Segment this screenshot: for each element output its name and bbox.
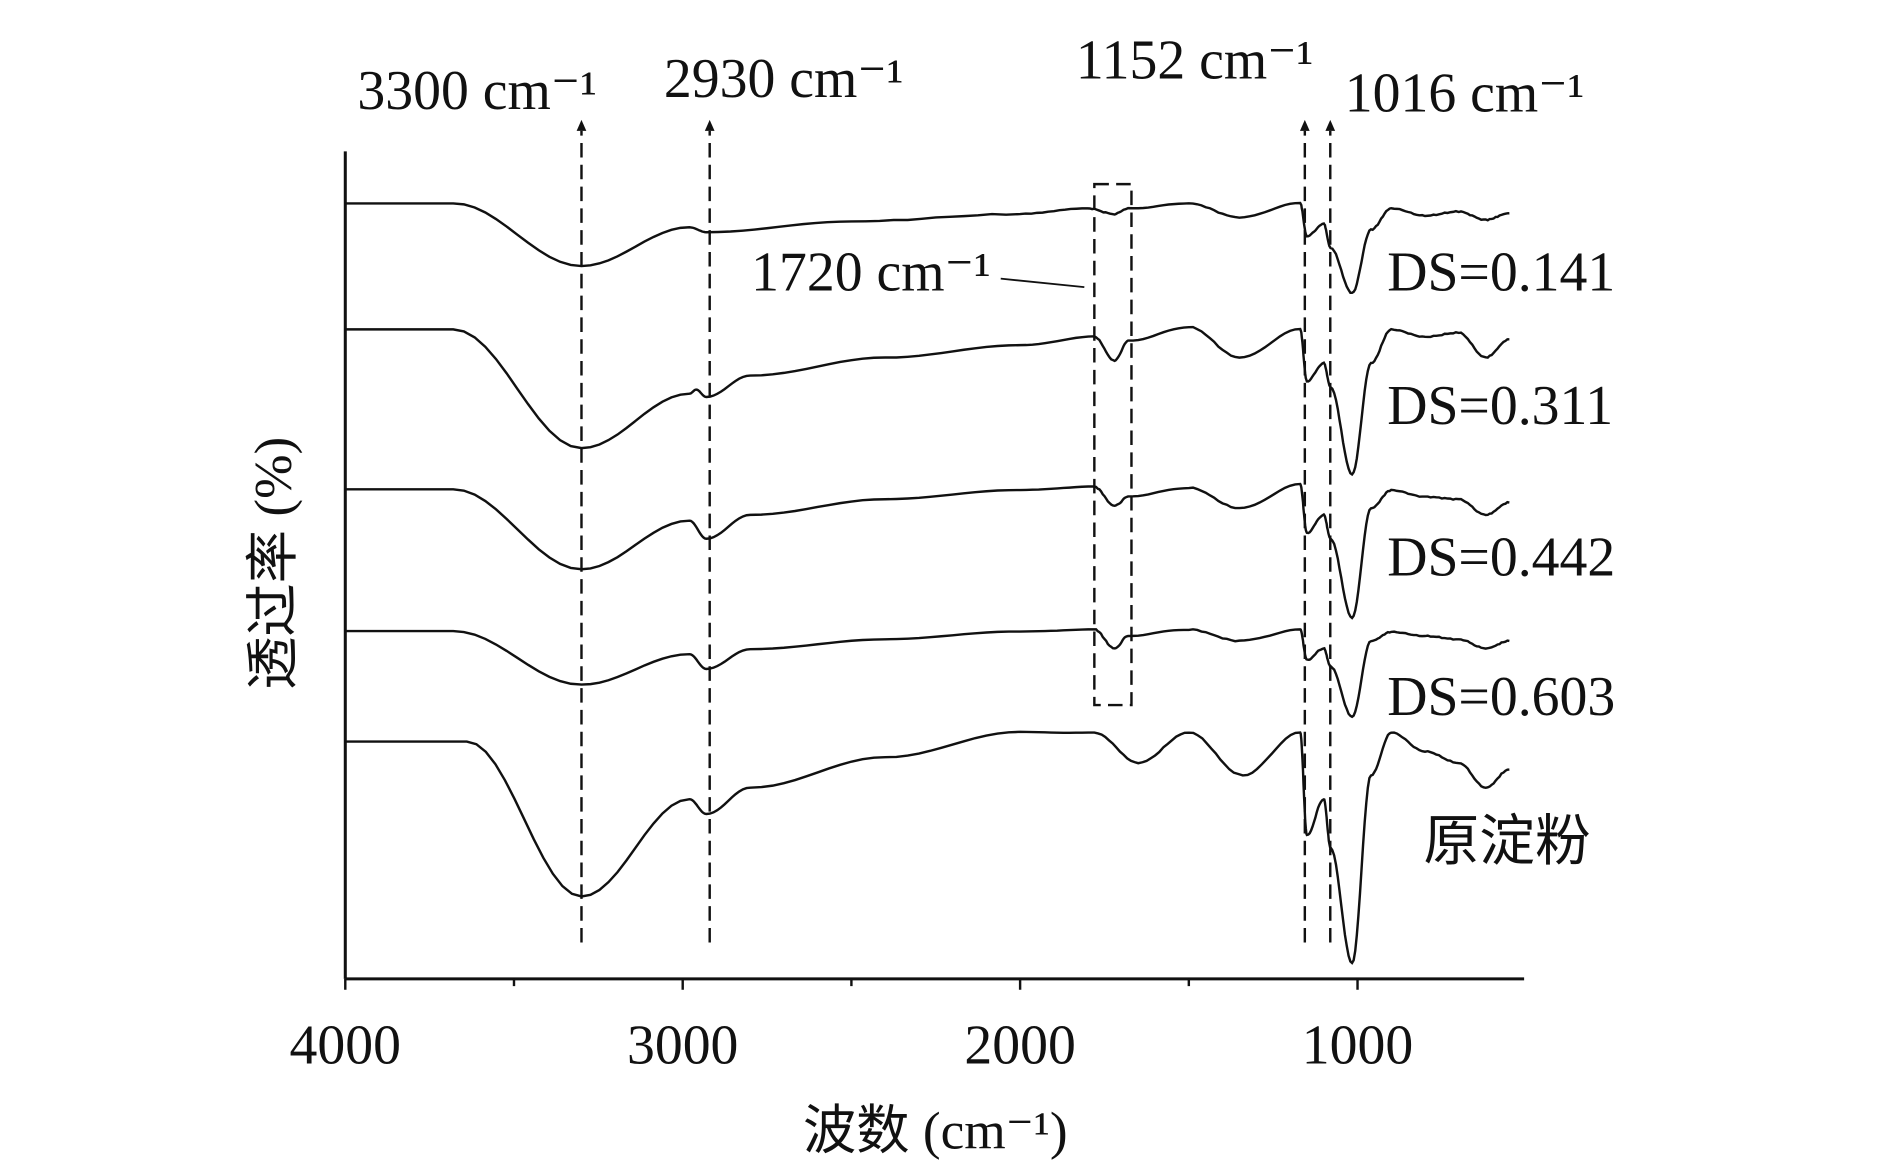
x-axis-label: 波数 (cm⁻¹) <box>803 1101 1068 1160</box>
annotation-leader-line <box>1000 277 1085 289</box>
annotation-dashed-box <box>1093 182 1133 707</box>
annotation-label: 1016 cm⁻¹ <box>1345 62 1585 124</box>
arrow-up-icon <box>1325 119 1336 131</box>
series-label: DS=0.603 <box>1387 666 1615 728</box>
annotation-label: 1152 cm⁻¹ <box>1076 30 1314 92</box>
annotation-label: 1720 cm⁻¹ <box>751 242 991 304</box>
series-group: DS=0.141 DS=0.311 DS=0.442 DS=0.603 原淀粉 <box>345 201 1615 965</box>
x-tick-label: 1000 <box>1302 1015 1413 1077</box>
series-line-3 <box>345 628 1510 719</box>
annotation-label: 2930 cm⁻¹ <box>664 48 904 110</box>
series-line-1 <box>345 325 1510 477</box>
annotation-label: 3300 cm⁻¹ <box>357 60 597 122</box>
arrow-up-icon <box>1299 119 1310 131</box>
x-tick-label: 2000 <box>964 1015 1075 1077</box>
arrow-up-icon <box>704 119 715 131</box>
series-label: DS=0.442 <box>1387 526 1615 588</box>
annotations: 3300 cm⁻¹ 2930 cm⁻¹ 1152 cm⁻¹ 1016 cm⁻¹ 1720… <box>357 30 1584 943</box>
y-axis-label: 透过率 (%) <box>244 437 303 690</box>
series-label: DS=0.141 <box>1387 242 1615 304</box>
series-label: DS=0.311 <box>1387 375 1613 437</box>
arrow-up-icon <box>576 119 587 131</box>
series-line-4 <box>345 730 1510 965</box>
series-line-0 <box>345 201 1510 295</box>
series-label: 原淀粉 <box>1424 811 1591 873</box>
x-tick-label: 4000 <box>290 1015 401 1077</box>
series-line-2 <box>345 482 1510 620</box>
x-tick-label: 3000 <box>627 1015 738 1077</box>
axes: 4000 3000 2000 1000 <box>290 151 1525 1077</box>
